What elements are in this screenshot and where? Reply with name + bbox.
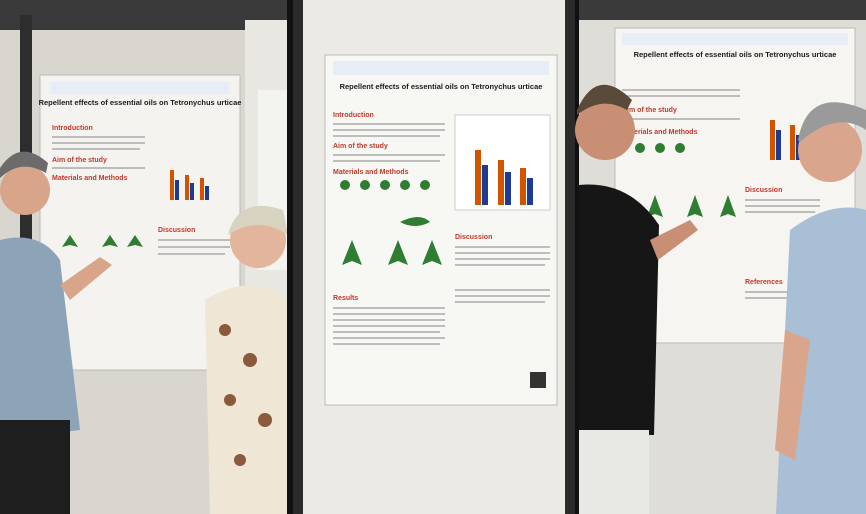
poster-heading: Aim of the study xyxy=(52,157,107,164)
poster-heading: Discussion xyxy=(745,187,782,194)
poster-title: Repellent effects of essential oils on T… xyxy=(39,98,242,107)
poster-heading: Materials and Methods xyxy=(333,169,409,176)
poster-heading: Aim of the study xyxy=(333,143,388,150)
poster-title: Repellent effects of essential oils on T… xyxy=(634,50,837,59)
poster-heading: Aim of the study xyxy=(622,107,677,114)
poster-title: Repellent effects of essential oils on T… xyxy=(340,82,543,91)
poster-heading: Introduction xyxy=(333,112,374,119)
middle-photo: Repellent effects of essential oils on T… xyxy=(293,0,575,514)
poster-heading: Introduction xyxy=(52,125,93,132)
poster-heading: References xyxy=(745,279,783,286)
poster-heading: Materials and Methods xyxy=(622,129,698,136)
poster xyxy=(324,54,558,406)
poster-heading: Discussion xyxy=(455,234,492,241)
poster-heading: Results xyxy=(333,295,358,302)
poster-heading: Discussion xyxy=(158,227,195,234)
right-photo: Repellent effects of essential oils on T… xyxy=(575,0,866,514)
left-photo: Repellent effects of essential oils on T… xyxy=(0,0,290,514)
poster-heading: Materials and Methods xyxy=(52,175,128,182)
